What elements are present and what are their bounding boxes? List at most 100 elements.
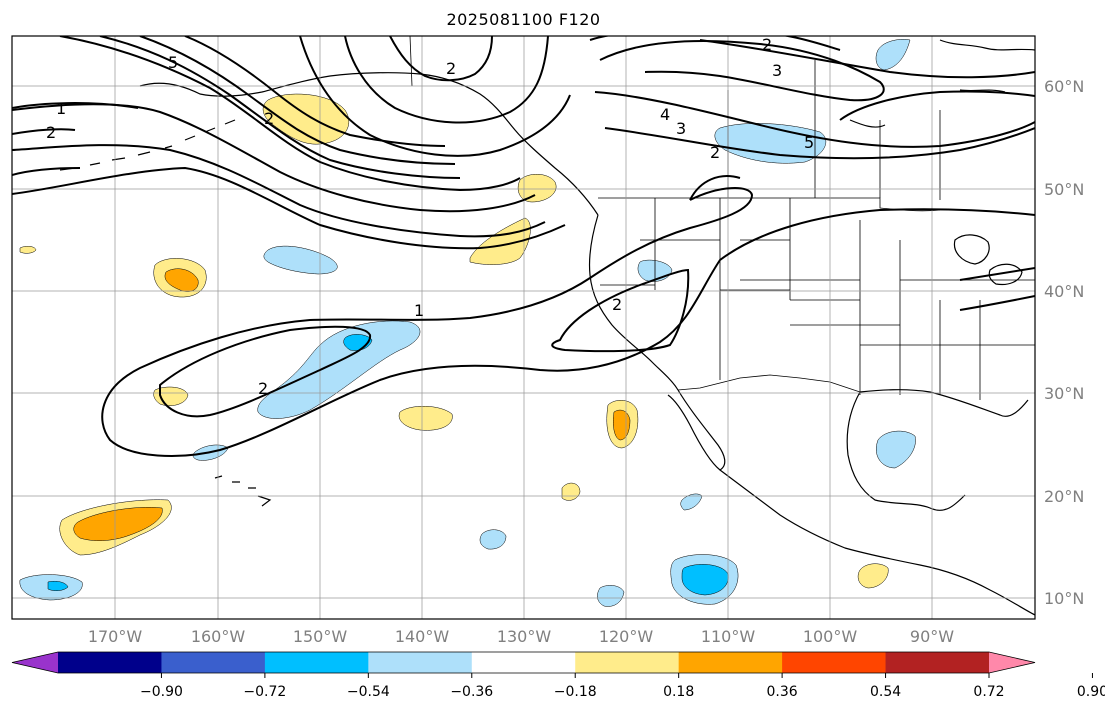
contour-west-1	[12, 167, 81, 176]
contour-label: 2	[46, 123, 56, 142]
colorbar-segment	[58, 652, 162, 673]
colorbar-segment	[161, 652, 266, 673]
contour-west-2	[12, 102, 139, 135]
colorbar-tick-label: −0.18	[554, 684, 597, 700]
shade-orange-central	[164, 268, 199, 292]
contours	[12, 36, 1035, 457]
lon-label: 100°W	[803, 627, 858, 646]
shade-cyan-epac	[681, 564, 729, 596]
colorbar-segment	[368, 652, 473, 673]
colorbar-tick-label: −0.36	[450, 684, 493, 700]
latitude-labels: 60°N 50°N 40°N 30°N 20°N 10°N	[1044, 77, 1084, 608]
colorbar-tick-label: 0.72	[973, 684, 1004, 700]
colorbar-segment	[264, 652, 369, 673]
shade-yellow-east	[857, 563, 889, 589]
contour-label: 3	[772, 61, 782, 80]
colorbar-extend-high	[989, 652, 1035, 673]
contour-label: 1	[414, 301, 424, 320]
colorbar-segment	[678, 652, 783, 673]
colorbar-tick-label: 0.90	[1077, 684, 1105, 700]
contour-label: 3	[676, 119, 686, 138]
contour-inner-2	[159, 325, 372, 418]
colorbar-segment	[782, 652, 887, 673]
shade-blue-trough	[257, 320, 421, 419]
contour-ridge-3	[389, 36, 493, 82]
contour-label: 2	[762, 35, 772, 54]
contour-canada-6	[839, 90, 1035, 121]
shade-blue-north	[875, 39, 911, 71]
coast-west-us	[588, 214, 679, 391]
lat-label: 40°N	[1044, 282, 1084, 301]
shade-blue-small2	[479, 529, 507, 550]
contour-label: 1	[56, 99, 66, 118]
contour-east-lakes	[959, 267, 1035, 311]
lat-label: 50°N	[1044, 180, 1084, 199]
shade-yellow-bc	[517, 174, 557, 203]
colorbar-extend-low	[12, 652, 58, 673]
coast-canada	[849, 39, 1035, 128]
lon-label: 150°W	[293, 627, 348, 646]
lat-label: 20°N	[1044, 487, 1084, 506]
contour-label: 2	[264, 109, 274, 128]
lon-label: 160°W	[191, 627, 246, 646]
contour-label: 2	[258, 379, 268, 398]
shade-blue-gulf	[876, 430, 916, 469]
contour-labels: 1 2 5 2 2 3 4 3 2 5 2 1 2 2	[46, 35, 814, 398]
contour-canada-7	[589, 36, 841, 51]
lat-label: 60°N	[1044, 77, 1084, 96]
colorbar-tick-label: −0.54	[347, 684, 390, 700]
colorbar-segment	[885, 652, 990, 673]
shade-yellow-edge	[19, 246, 37, 254]
contour-label: 2	[710, 143, 720, 162]
colorbar-tick-label: 0.54	[870, 684, 901, 700]
colorbar-tick-label: −0.90	[140, 684, 183, 700]
colorbar-tick-label: 0.36	[767, 684, 798, 700]
lon-label: 170°W	[88, 627, 143, 646]
coast-great-lakes	[953, 234, 1023, 286]
contour-label: 2	[446, 59, 456, 78]
contour-jet-3	[12, 166, 566, 250]
colorbar	[11, 651, 1036, 674]
map-content: 1 2 5 2 2 3 4 3 2 5 2 1 2 2	[12, 35, 1035, 619]
contour-cutoff-ca	[551, 268, 690, 353]
map-title: 2025081100 F120	[446, 10, 601, 29]
colorbar-segment	[575, 652, 680, 673]
border-alaska	[409, 36, 413, 87]
border-states	[600, 198, 1035, 400]
colorbar-tick-label: 0.18	[663, 684, 694, 700]
shade-blue-small1	[680, 493, 703, 511]
lon-label: 90°W	[910, 627, 954, 646]
contour-jet-4	[59, 36, 521, 192]
shade-cyan-sw	[47, 580, 69, 591]
contour-jet-6	[139, 36, 456, 165]
contour-jet-5	[99, 36, 461, 179]
contour-ridge-1	[344, 36, 549, 124]
shade-blue-npac	[263, 245, 338, 275]
contour-label: 5	[168, 53, 178, 72]
contour-label: 5	[804, 133, 814, 152]
lat-label: 30°N	[1044, 384, 1084, 403]
lon-label: 110°W	[701, 627, 756, 646]
colorbar-outline	[11, 651, 1036, 674]
contour-big-loop-1	[101, 187, 1035, 457]
longitude-labels: 170°W 160°W 150°W 140°W 130°W 120°W 110°…	[88, 627, 954, 646]
contour-jet-7	[184, 36, 446, 147]
contour-ridge-2	[299, 36, 571, 157]
contour-canada-3	[594, 91, 1035, 148]
contour-canada-5	[699, 39, 1035, 79]
lon-label: 140°W	[395, 627, 450, 646]
coast-gulf	[846, 389, 1029, 511]
contour-ridge-east	[689, 175, 741, 201]
colorbar-tick-label: −0.72	[243, 684, 286, 700]
colorbar-segment	[471, 652, 576, 673]
gridlines	[12, 36, 1035, 619]
coast-mexico-pac	[719, 469, 1035, 616]
shade-yellow-mid	[398, 406, 453, 431]
colorbar-ticks: −0.90 −0.72 −0.54 −0.36 −0.18 0.18 0.36 0.54 0.7…	[140, 673, 1105, 700]
lon-label: 130°W	[497, 627, 552, 646]
shaded-regions	[19, 39, 916, 607]
lon-label: 120°W	[599, 627, 654, 646]
contour-jet-2	[12, 144, 546, 238]
contour-label: 4	[660, 105, 670, 124]
